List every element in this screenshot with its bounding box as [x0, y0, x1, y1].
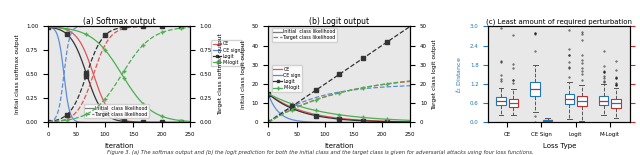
Title: (b) Logit output: (b) Logit output [309, 17, 369, 26]
X-axis label: Iteration: Iteration [104, 143, 134, 149]
PathPatch shape [564, 94, 574, 104]
Y-axis label: Initial class softmax output: Initial class softmax output [15, 35, 20, 114]
Title: (a) Softmax output: (a) Softmax output [83, 17, 156, 26]
PathPatch shape [611, 99, 621, 108]
PathPatch shape [496, 97, 506, 105]
Y-axis label: Target class softmax output: Target class softmax output [218, 33, 223, 115]
X-axis label: Iteration: Iteration [324, 143, 354, 149]
Y-axis label: Target class logit output: Target class logit output [433, 39, 438, 110]
Y-axis label: Initial class logit output: Initial class logit output [241, 40, 246, 109]
PathPatch shape [509, 99, 518, 107]
Legend: Initial  class likelihood, Target class likelihood: Initial class likelihood, Target class l… [84, 104, 148, 118]
Text: Figure 3. (a) The softmax output and (b) the logit prediction for both the initi: Figure 3. (a) The softmax output and (b)… [107, 150, 533, 155]
Legend: CE, CE sign, Logit, M-logit: CE, CE sign, Logit, M-logit [272, 65, 302, 92]
X-axis label: Loss Type: Loss Type [543, 143, 576, 149]
PathPatch shape [531, 82, 540, 96]
PathPatch shape [577, 96, 587, 106]
PathPatch shape [599, 96, 609, 105]
PathPatch shape [543, 120, 552, 121]
Y-axis label: $\ell_2$ Distance: $\ell_2$ Distance [454, 56, 465, 93]
Title: (c) Least amount of required perturbation: (c) Least amount of required perturbatio… [486, 19, 632, 25]
